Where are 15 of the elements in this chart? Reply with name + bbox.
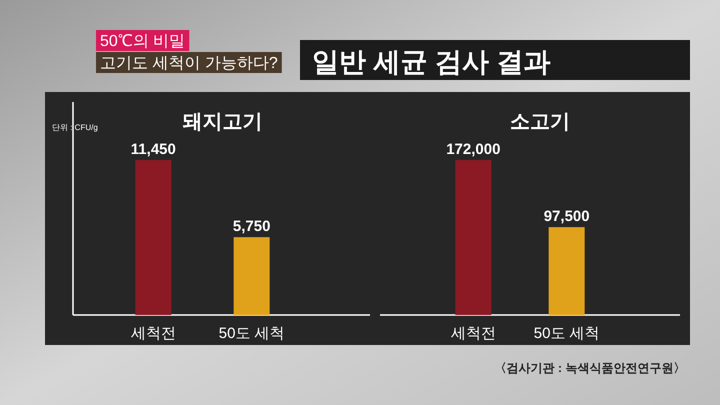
text: 고기도 세척이 가능하다? — [100, 55, 278, 72]
data-label: 172,000 — [446, 141, 500, 158]
text: 〈검사기관 : 녹색식품안전연구원〉 — [494, 361, 686, 375]
x-tick-label: 50도 세척 — [534, 325, 600, 342]
x-tick-label: 세척전 — [130, 325, 176, 342]
data-label: 11,450 — [130, 141, 176, 158]
x-tick-label: 세척전 — [450, 325, 496, 342]
text: 50℃의 비밀 — [100, 33, 186, 50]
data-label: 97,500 — [544, 208, 590, 226]
data-label: 5,750 — [232, 218, 270, 236]
chart-title: 소고기 — [510, 111, 570, 133]
text: 일반 세균 검사 결과 — [312, 47, 551, 77]
x-tick-label: 50도 세척 — [218, 325, 285, 342]
chart-title: 돼지고기 — [182, 111, 262, 133]
y-axis-title: 단위 : CFU/g — [52, 123, 98, 132]
